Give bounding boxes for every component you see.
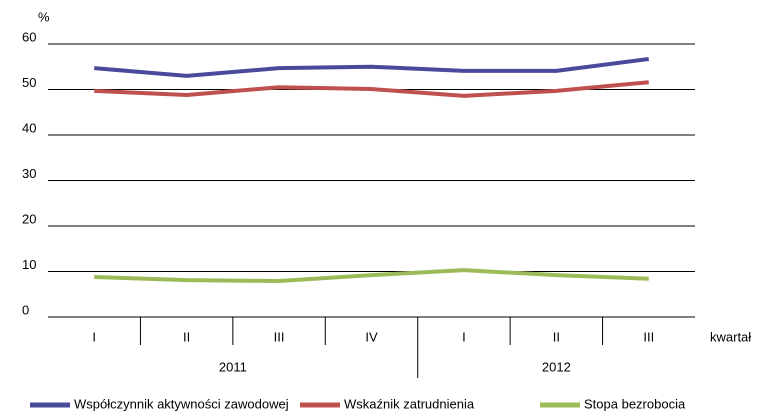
line-series bbox=[94, 57, 650, 78]
y-tick-label: 30 bbox=[22, 166, 36, 181]
legend-label: Współczynnik aktywności zawodowej bbox=[74, 396, 289, 411]
y-tick-label: 50 bbox=[22, 75, 36, 90]
x-tick-label: III bbox=[274, 329, 285, 344]
group-label: 2011 bbox=[219, 359, 247, 374]
y-axis-label: % bbox=[38, 9, 50, 24]
y-tick-label: 10 bbox=[22, 257, 36, 272]
x-axis-label: kwartał bbox=[710, 329, 751, 344]
x-tick-label: II bbox=[553, 329, 560, 344]
x-tick-label: IV bbox=[365, 329, 378, 344]
line-series bbox=[94, 80, 649, 98]
y-tick-label: 20 bbox=[22, 211, 36, 226]
y-tick-label: 0 bbox=[22, 302, 29, 317]
x-tick-label: I bbox=[92, 329, 96, 344]
y-tick-label: 40 bbox=[22, 120, 36, 135]
legend-label: Stopa bezrobocia bbox=[584, 396, 686, 411]
y-tick-label: 60 bbox=[22, 29, 36, 44]
x-tick-label: III bbox=[643, 329, 654, 344]
group-label: 2012 bbox=[542, 359, 571, 374]
x-tick-label: II bbox=[183, 329, 190, 344]
line-series bbox=[94, 268, 649, 284]
legend-label: Wskaźnik zatrudnienia bbox=[344, 396, 475, 411]
x-tick-label: I bbox=[462, 329, 466, 344]
